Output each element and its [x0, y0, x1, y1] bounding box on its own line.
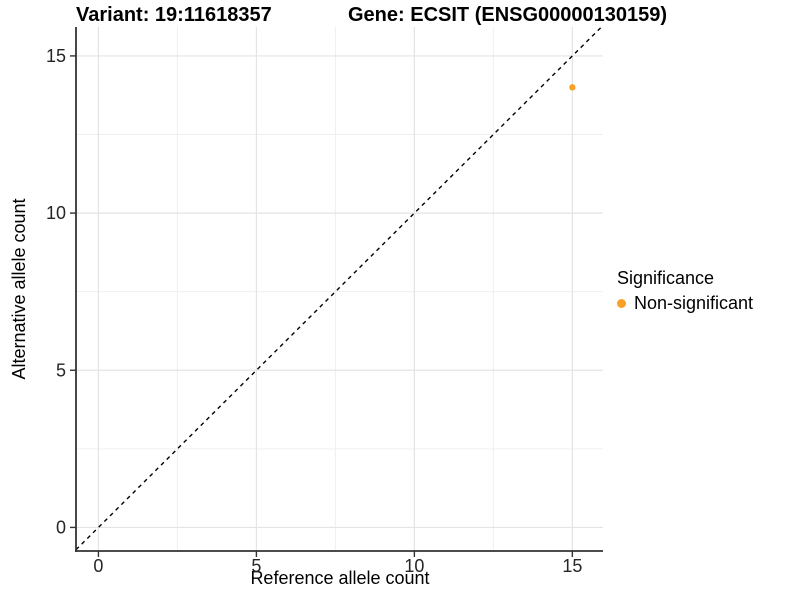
legend-entry: Non-significant — [617, 293, 753, 314]
x-tick-label: 0 — [93, 556, 103, 576]
plot-title-variant: Variant: 19:11618357 — [76, 4, 272, 26]
y-tick-label: 0 — [56, 517, 66, 537]
legend-title: Significance — [617, 268, 715, 288]
y-tick-label: 10 — [46, 203, 66, 223]
plot-title-gene: Gene: ECSIT (ENSG00000130159) — [348, 4, 668, 26]
y-tick-label: 5 — [56, 360, 66, 380]
x-axis-title: Reference allele count — [250, 568, 430, 588]
x-tick-label: 15 — [562, 556, 582, 576]
legend-point-icon — [617, 299, 626, 308]
legend-entry-label: Non-significant — [634, 293, 754, 313]
y-tick-label: 15 — [46, 46, 66, 66]
identity-line — [75, 26, 602, 551]
x-tick-label: 10 — [404, 556, 424, 576]
data-point — [569, 84, 576, 91]
legend: Significance Non-significant — [617, 268, 753, 314]
x-tick-label: 5 — [251, 556, 261, 576]
